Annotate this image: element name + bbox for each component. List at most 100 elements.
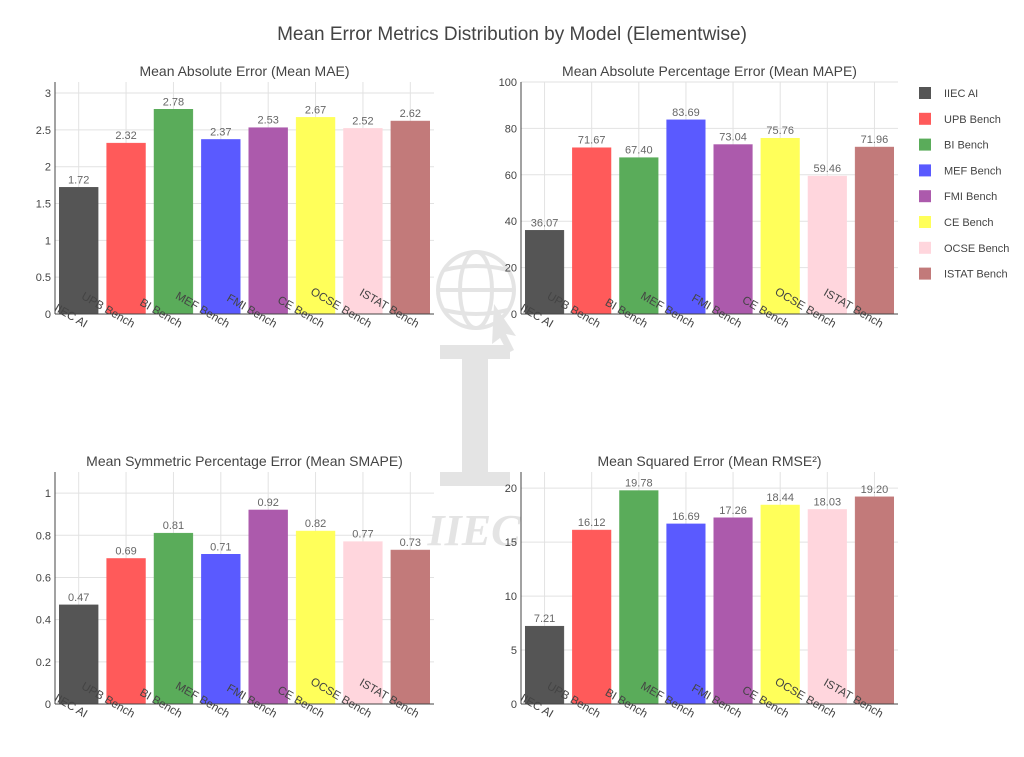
chart-3: Mean Symmetric Percentage Error (Mean SM… (36, 453, 434, 721)
legend-item-ce-bench[interactable]: CE Bench (919, 216, 994, 229)
data-label: 0.73 (400, 537, 421, 549)
y-tick-label: 20 (505, 483, 517, 495)
y-tick-label: 100 (499, 77, 517, 89)
y-tick-label: 1 (45, 488, 51, 500)
bar-istat-bench (390, 120, 430, 315)
bar-mef-bench (201, 139, 241, 315)
legend-swatch (919, 216, 931, 228)
data-label: 2.37 (210, 126, 231, 138)
bar-upb-bench (572, 529, 612, 705)
y-tick-label: 5 (511, 645, 517, 657)
legend-item-bi-bench[interactable]: BI Bench (919, 138, 989, 152)
bar-ce-bench (295, 117, 336, 315)
y-tick-label: 0.2 (36, 657, 51, 669)
bar-fmi-bench (248, 509, 288, 705)
legend-item-fmi-bench[interactable]: FMI Bench (919, 190, 997, 203)
data-label: 2.62 (400, 108, 421, 120)
chart-2: Mean Absolute Percentage Error (Mean MAP… (499, 63, 898, 331)
legend-item-istat-bench[interactable]: ISTAT Bench (919, 267, 1008, 281)
y-tick-label: 3 (45, 88, 51, 100)
legend-item-ocse-bench[interactable]: OCSE Bench (919, 241, 1009, 255)
bar-mef-bench (666, 523, 706, 705)
globe-cursor-icon (436, 250, 516, 353)
y-tick-label: 0.6 (36, 572, 51, 584)
legend-swatch (919, 112, 931, 125)
legend-item-iiec-ai[interactable]: IIEC AI (919, 87, 978, 100)
legend: IIEC AI UPB Bench BI Bench MEF Bench FMI Ben… (919, 87, 1009, 281)
data-label: 75.76 (766, 125, 794, 137)
y-tick-label: 0 (511, 699, 517, 711)
bar-ocse-bench (807, 509, 847, 705)
chart-title: Mean Symmetric Percentage Error (Mean SM… (86, 453, 403, 469)
bar-ce-bench (760, 504, 800, 705)
watermark-bar-top (440, 345, 510, 359)
chart-title: Mean Absolute Error (Mean MAE) (139, 63, 349, 79)
data-label: 0.82 (305, 518, 326, 530)
data-label: 7.21 (534, 613, 555, 625)
legend-swatch (919, 241, 931, 254)
y-tick-label: 0 (511, 309, 517, 321)
data-label: 2.52 (352, 115, 373, 127)
bar-ocse-bench (807, 175, 847, 315)
bar-mef-bench (666, 119, 706, 315)
y-tick-label: 20 (505, 263, 517, 275)
data-label: 0.69 (115, 545, 136, 557)
data-label: 0.47 (68, 592, 89, 604)
bar-bi-bench (153, 109, 194, 315)
y-tick-label: 60 (505, 170, 517, 182)
data-label: 18.03 (814, 496, 842, 508)
y-tick-label: 15 (505, 537, 517, 549)
y-tick-label: 0.4 (36, 615, 51, 627)
watermark-bar (462, 345, 488, 485)
bar-istat-bench (854, 496, 895, 705)
legend-label: ISTAT Bench (944, 269, 1008, 281)
y-tick-label: 0 (45, 699, 51, 711)
bar-fmi-bench (713, 144, 753, 315)
data-label: 67.40 (625, 145, 653, 157)
bar-upb-bench (106, 142, 146, 315)
watermark-text: IIEC (427, 506, 522, 555)
data-label: 0.71 (210, 541, 231, 553)
bar-ce-bench (295, 530, 336, 705)
y-tick-label: 1 (45, 235, 51, 247)
y-tick-label: 10 (505, 591, 517, 603)
legend-swatch (919, 267, 931, 280)
data-label: 18.44 (766, 492, 794, 504)
figure-title: Mean Error Metrics Distribution by Model… (277, 24, 747, 45)
watermark: IIEC (427, 250, 522, 555)
legend-swatch (919, 87, 931, 99)
bar-iiec-ai (59, 187, 99, 315)
data-label: 36.07 (531, 217, 559, 229)
data-label: 16.69 (672, 511, 700, 523)
legend-swatch (919, 138, 931, 151)
bar-upb-bench (106, 558, 146, 705)
legend-label: IIEC AI (944, 88, 978, 100)
bar-fmi-bench (713, 517, 753, 705)
legend-swatch (919, 190, 931, 203)
legend-label: BI Bench (944, 140, 989, 152)
legend-item-mef-bench[interactable]: MEF Bench (919, 164, 1001, 177)
bar-bi-bench (153, 532, 194, 705)
data-label: 1.72 (68, 174, 89, 186)
data-label: 2.53 (257, 115, 278, 127)
data-label: 71.96 (861, 134, 889, 146)
y-tick-label: 0.5 (36, 272, 51, 284)
bar-ocse-bench (343, 541, 383, 705)
y-tick-label: 40 (505, 216, 517, 228)
data-label: 17.26 (719, 505, 747, 517)
y-tick-label: 2.5 (36, 125, 51, 137)
legend-item-upb-bench[interactable]: UPB Bench (919, 112, 1001, 126)
legend-label: FMI Bench (944, 191, 997, 203)
bar-iiec-ai (59, 604, 99, 705)
data-label: 71.67 (578, 135, 606, 147)
data-label: 83.69 (672, 107, 700, 119)
chart-title: Mean Absolute Percentage Error (Mean MAP… (562, 63, 857, 79)
data-label: 19.20 (861, 484, 889, 496)
legend-label: OCSE Bench (944, 243, 1009, 255)
charts: Mean Absolute Error (Mean MAE) 0 0.5 1 1.5 2 2… (36, 63, 898, 721)
bar-upb-bench (572, 147, 612, 315)
chart-4: Mean Squared Error (Mean RMSE²) 0 5 10 15 20 7… (505, 453, 898, 721)
y-tick-label: 0.8 (36, 530, 51, 542)
y-tick-label: 0 (45, 309, 51, 321)
